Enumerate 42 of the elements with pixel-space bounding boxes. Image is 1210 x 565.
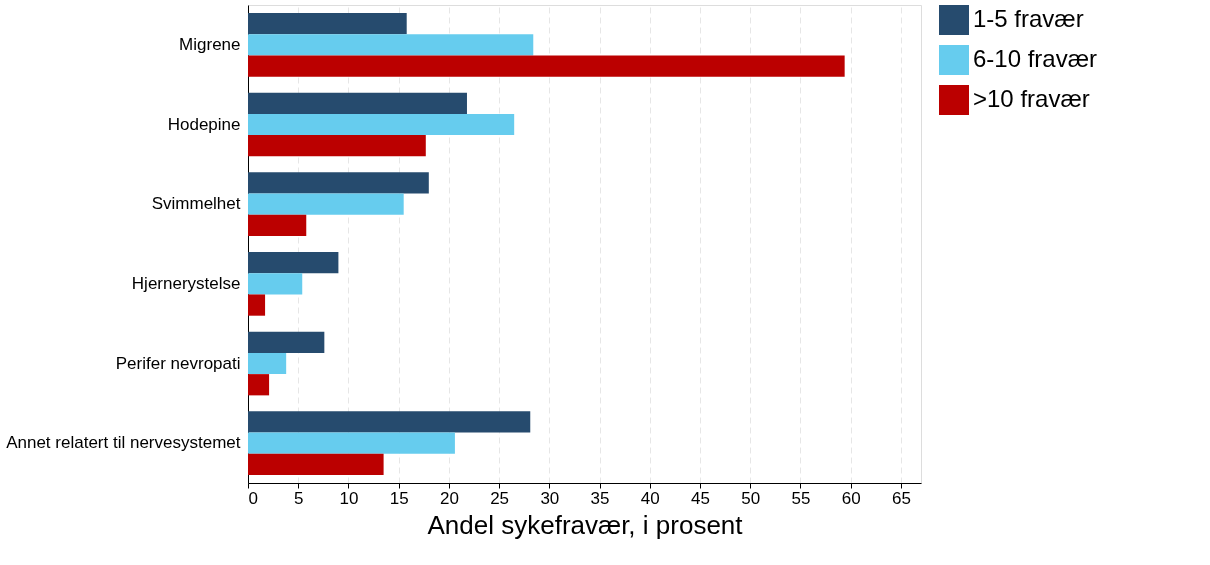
bar (248, 193, 404, 215)
x-tick-label: 45 (691, 488, 710, 508)
x-tick-label: 35 (590, 488, 610, 508)
bar (248, 251, 339, 274)
bar (248, 214, 307, 237)
x-tick-label: 15 (389, 488, 409, 508)
bar (248, 113, 515, 136)
legend-label: >10 fravær (973, 85, 1090, 112)
bar (248, 352, 287, 375)
bar (248, 273, 303, 295)
legend-label: 6-10 fravær (973, 45, 1098, 72)
x-tick-label: 40 (640, 488, 660, 508)
x-tick-label: 0 (248, 488, 258, 508)
bar (248, 12, 407, 35)
x-tick-label: 50 (741, 488, 761, 508)
x-tick-label: 10 (339, 488, 359, 508)
y-tick-label: Hodepine (167, 114, 241, 134)
legend-label: 1-5 fravær (973, 5, 1084, 32)
bar (248, 294, 266, 316)
bar (248, 55, 845, 77)
x-tick-label: 55 (791, 488, 811, 508)
bar (248, 172, 429, 194)
y-tick-label: Hjernerystelse (131, 273, 241, 293)
x-tick-label: 65 (891, 488, 911, 508)
y-tick-label: Migrene (179, 34, 241, 54)
bar (248, 92, 467, 114)
x-tick-label: 60 (841, 488, 861, 508)
x-tick-label: 20 (439, 488, 459, 508)
bar (248, 331, 325, 353)
bar (248, 411, 531, 433)
bar (248, 453, 384, 476)
bar (248, 34, 534, 56)
y-tick-label: Annet relatert til nervesystemet (6, 433, 241, 453)
bar (248, 374, 270, 396)
bar (248, 432, 455, 454)
x-tick-label: 25 (490, 488, 510, 508)
x-tick-label: 30 (540, 488, 560, 508)
y-tick-label: Svimmelhet (151, 194, 241, 214)
bar (248, 135, 426, 157)
x-tick-label: 5 (293, 488, 304, 508)
y-tick-label: Perifer nevropati (115, 353, 241, 373)
x-axis-title: Andel sykefravær, i prosent (427, 509, 744, 540)
